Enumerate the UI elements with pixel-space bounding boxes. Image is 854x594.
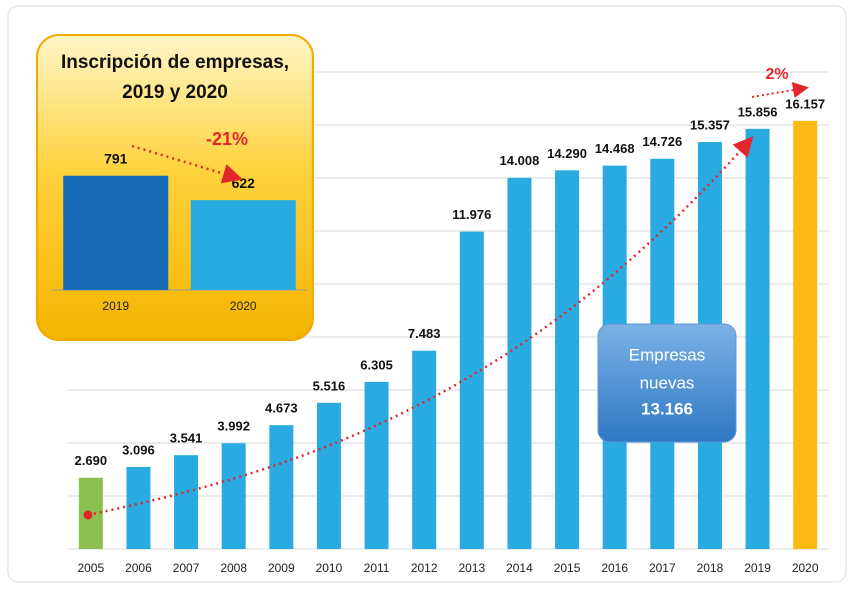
bar xyxy=(126,466,151,549)
value-label: 7.483 xyxy=(408,326,441,341)
growth-arrow xyxy=(751,82,809,98)
x-tick-label: 2010 xyxy=(316,561,343,575)
x-tick-label: 2014 xyxy=(506,561,533,575)
inset-title: 2019 y 2020 xyxy=(122,82,228,103)
x-tick-label: 2009 xyxy=(268,561,295,575)
x-tick-label: 2013 xyxy=(458,561,485,575)
value-label: 16.157 xyxy=(785,96,825,111)
x-tick-label: 2020 xyxy=(230,299,257,313)
decline-label: -21% xyxy=(206,129,248,149)
value-label: 5.516 xyxy=(313,378,346,393)
x-tick-label: 2006 xyxy=(125,561,152,575)
value-label: 6.305 xyxy=(360,357,393,372)
x-tick-label: 2017 xyxy=(649,561,676,575)
value-label: 11.976 xyxy=(452,207,491,222)
trend-line xyxy=(87,136,754,517)
value-label: 14.290 xyxy=(547,146,587,161)
bar xyxy=(412,350,437,549)
x-tick-label: 2019 xyxy=(744,561,771,575)
trend-start xyxy=(83,510,93,520)
x-tick-label: 2005 xyxy=(77,561,104,575)
bar xyxy=(793,120,818,549)
value-label: 14.008 xyxy=(500,153,540,168)
x-tick-label: 2015 xyxy=(554,561,581,575)
x-tick-label: 2018 xyxy=(697,561,724,575)
value-label: 4.673 xyxy=(265,401,298,416)
callout-box xyxy=(597,323,737,443)
decline-arrow xyxy=(131,144,243,184)
bar xyxy=(221,443,246,549)
callout-value: 13.166 xyxy=(641,399,693,418)
growth-label: 2% xyxy=(765,66,788,83)
value-label: 15.856 xyxy=(738,104,778,119)
bar xyxy=(507,177,532,549)
bar xyxy=(63,175,169,290)
callout-text: Empresas xyxy=(629,345,706,364)
x-tick-label: 2019 xyxy=(102,299,129,313)
bar xyxy=(316,402,341,549)
x-tick-label: 2012 xyxy=(411,561,438,575)
bar xyxy=(190,200,296,290)
value-label: 14.468 xyxy=(595,141,635,156)
bar xyxy=(555,170,580,549)
value-label: 3.096 xyxy=(122,442,155,457)
value-label: 3.992 xyxy=(217,419,250,434)
bar xyxy=(174,455,199,549)
value-label: 14.726 xyxy=(642,134,682,149)
value-label: 2.690 xyxy=(75,453,108,468)
x-tick-label: 2020 xyxy=(792,561,819,575)
x-tick-label: 2016 xyxy=(601,561,628,575)
bar xyxy=(364,381,389,549)
bar xyxy=(269,425,294,549)
value-label: 791 xyxy=(104,150,128,166)
bar xyxy=(745,128,770,550)
callout-text: nuevas xyxy=(640,373,695,392)
x-tick-label: 2007 xyxy=(173,561,200,575)
x-tick-label: 2008 xyxy=(220,561,247,575)
value-label: 3.541 xyxy=(170,431,203,446)
x-tick-label: 2011 xyxy=(364,561,390,575)
value-label: 622 xyxy=(232,175,256,191)
value-label: 15.357 xyxy=(690,117,730,132)
bar xyxy=(459,231,484,550)
inset-title: Inscripción de empresas, xyxy=(61,52,289,73)
